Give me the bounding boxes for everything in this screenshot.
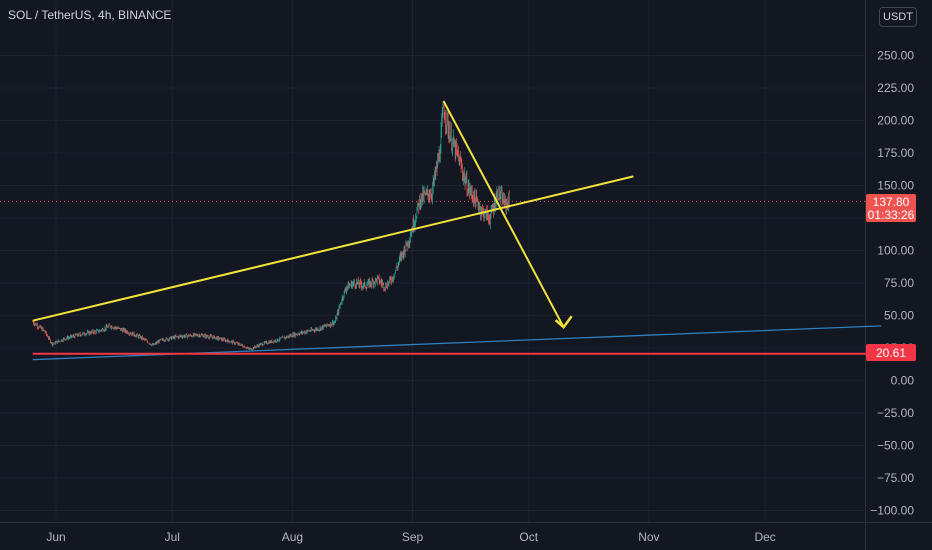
x-tick-label: Dec xyxy=(754,530,775,544)
y-tick-label: 150.00 xyxy=(877,179,914,193)
x-tick-label: Oct xyxy=(519,530,538,544)
y-tick-label: 200.00 xyxy=(877,114,914,128)
chart-title: SOL / TetherUS, 4h, BINANCE xyxy=(8,8,172,22)
arrow-head xyxy=(554,315,573,330)
rising-trendline xyxy=(32,175,634,322)
x-tick-label: Aug xyxy=(282,530,303,544)
y-tick-label: 75.00 xyxy=(884,276,914,290)
y-tick-label: 50.00 xyxy=(884,309,914,323)
x-tick-label: Jul xyxy=(165,530,180,544)
y-tick-label: 225.00 xyxy=(877,81,914,95)
currency-button[interactable]: USDT xyxy=(879,7,917,27)
candles xyxy=(32,101,510,351)
level-badge xyxy=(866,344,916,361)
x-tick-label: Nov xyxy=(638,530,659,544)
y-tick-label: 175.00 xyxy=(877,146,914,160)
y-tick-label: −50.00 xyxy=(877,439,914,453)
y-tick-label: 0.00 xyxy=(891,374,915,388)
falling-trendline xyxy=(442,100,565,328)
y-tick-label: −100.00 xyxy=(870,504,914,518)
level-badge-value: 20.61 xyxy=(876,346,906,360)
x-tick-label: Sep xyxy=(402,530,424,544)
time-axis[interactable]: Jun Jul Aug Sep Oct Nov Dec xyxy=(46,530,775,544)
y-tick-label: −25.00 xyxy=(877,406,914,420)
price-badge-price: 137.80 xyxy=(873,195,910,209)
y-tick-label: 250.00 xyxy=(877,49,914,63)
drawings-over xyxy=(32,100,634,330)
badges: 137.80 01:33:26 20.61 xyxy=(866,194,916,361)
price-badge-countdown: 01:33:26 xyxy=(868,208,915,222)
price-badge xyxy=(866,194,916,222)
y-tick-label: 100.00 xyxy=(877,244,914,258)
y-tick-label: −75.00 xyxy=(877,471,914,485)
x-tick-label: Jun xyxy=(46,530,65,544)
